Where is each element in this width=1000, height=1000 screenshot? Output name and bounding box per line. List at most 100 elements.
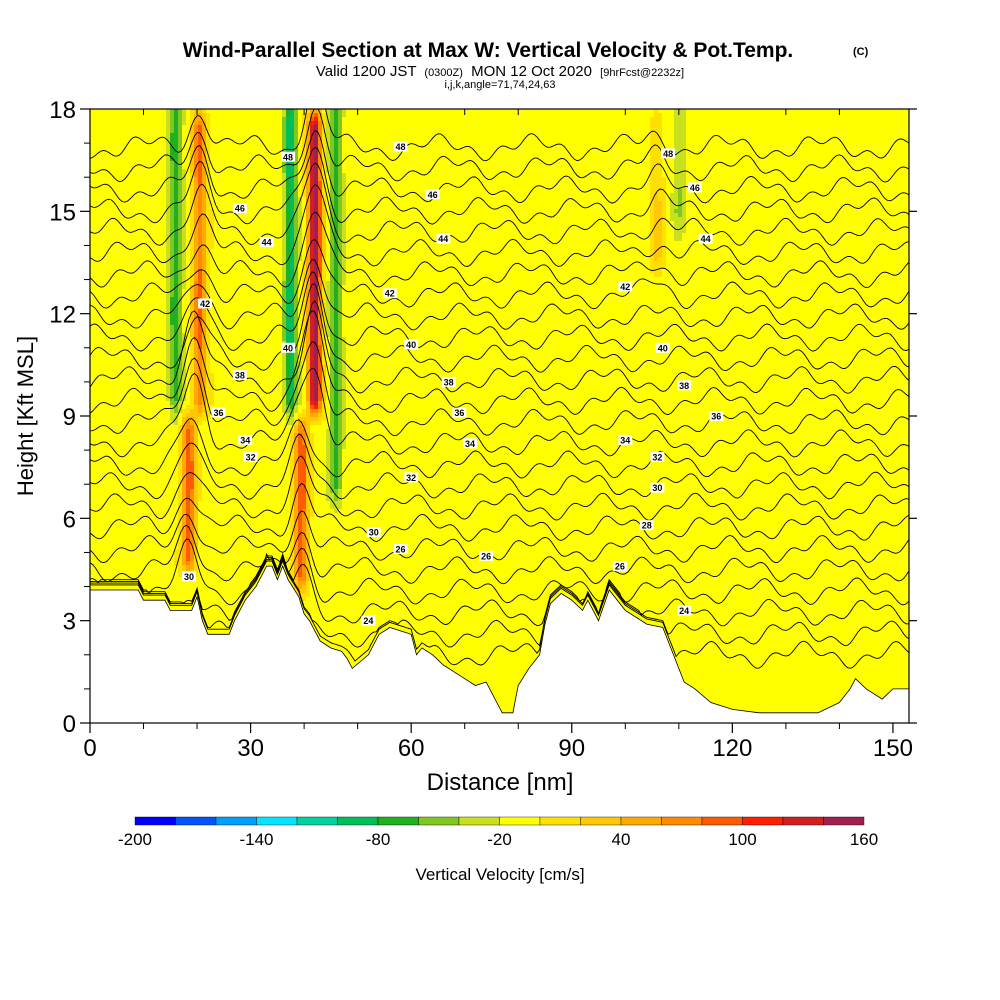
- field-cell: [130, 185, 135, 190]
- field-cell: [770, 165, 775, 170]
- field-cell: [878, 109, 883, 114]
- field-cell: [474, 165, 479, 170]
- field-cell: [722, 173, 727, 178]
- field-cell: [466, 117, 471, 122]
- field-cell: [342, 141, 347, 146]
- field-cell: [570, 161, 575, 166]
- field-cell: [478, 117, 483, 122]
- field-cell: [146, 185, 151, 190]
- field-cell: [414, 129, 419, 134]
- field-cell: [486, 149, 491, 154]
- field-cell: [158, 149, 163, 154]
- field-cell: [850, 189, 855, 194]
- field-cell: [666, 173, 671, 178]
- field-cell: [286, 129, 291, 134]
- field-cell: [518, 161, 523, 166]
- field-cell: [286, 189, 291, 194]
- field-cell: [842, 181, 847, 186]
- field-cell: [206, 169, 211, 174]
- field-cell: [510, 153, 515, 158]
- field-cell: [674, 153, 679, 158]
- field-cell: [702, 141, 707, 146]
- field-cell: [338, 125, 343, 130]
- field-cell: [750, 197, 755, 202]
- field-cell: [414, 181, 419, 186]
- field-cell: [538, 201, 543, 206]
- field-cell: [98, 133, 103, 138]
- field-cell: [114, 153, 119, 158]
- field-cell: [710, 197, 715, 202]
- field-cell: [374, 133, 379, 138]
- field-cell: [854, 129, 859, 134]
- field-cell: [766, 109, 771, 114]
- field-cell: [222, 145, 227, 150]
- field-cell: [406, 173, 411, 178]
- field-cell: [350, 149, 355, 154]
- field-cell: [318, 197, 323, 202]
- field-cell: [746, 117, 751, 122]
- field-cell: [634, 117, 639, 122]
- field-cell: [630, 125, 635, 130]
- field-cell: [458, 133, 463, 138]
- field-cell: [414, 201, 419, 206]
- field-cell: [206, 157, 211, 162]
- field-cell: [226, 121, 231, 126]
- field-cell: [198, 109, 203, 114]
- field-cell: [398, 189, 403, 194]
- field-cell: [382, 113, 387, 118]
- field-cell: [434, 109, 439, 114]
- field-cell: [902, 109, 907, 114]
- field-cell: [830, 197, 835, 202]
- field-cell: [686, 145, 691, 150]
- field-cell: [782, 189, 787, 194]
- field-cell: [758, 201, 763, 206]
- field-cell: [654, 117, 659, 122]
- field-cell: [502, 121, 507, 126]
- field-cell: [338, 149, 343, 154]
- field-cell: [486, 133, 491, 138]
- field-cell: [602, 197, 607, 202]
- field-cell: [598, 149, 603, 154]
- field-cell: [438, 153, 443, 158]
- field-cell: [242, 113, 247, 118]
- field-cell: [762, 169, 767, 174]
- field-cell: [898, 141, 903, 146]
- field-cell: [726, 109, 731, 114]
- field-cell: [106, 201, 111, 206]
- field-cell: [486, 161, 491, 166]
- field-cell: [466, 141, 471, 146]
- field-cell: [666, 177, 671, 182]
- field-cell: [870, 121, 875, 126]
- field-cell: [418, 109, 423, 114]
- field-cell: [614, 109, 619, 114]
- field-cell: [750, 169, 755, 174]
- field-cell: [250, 177, 255, 182]
- field-cell: [714, 197, 719, 202]
- field-cell: [714, 141, 719, 146]
- field-cell: [242, 117, 247, 122]
- field-cell: [814, 185, 819, 190]
- field-cell: [186, 145, 191, 150]
- field-cell: [574, 197, 579, 202]
- field-cell: [474, 157, 479, 162]
- field-cell: [818, 137, 823, 142]
- field-cell: [666, 161, 671, 166]
- field-cell: [666, 189, 671, 194]
- field-cell: [486, 109, 491, 114]
- field-cell: [530, 201, 535, 206]
- field-cell: [546, 137, 551, 142]
- field-cell: [426, 157, 431, 162]
- field-cell: [650, 141, 655, 146]
- field-cell: [262, 109, 267, 114]
- field-cell: [146, 189, 151, 194]
- field-cell: [886, 149, 891, 154]
- field-cell: [738, 113, 743, 118]
- field-cell: [266, 185, 271, 190]
- field-cell: [846, 109, 851, 114]
- field-cell: [110, 177, 115, 182]
- field-cell: [258, 149, 263, 154]
- field-cell: [162, 113, 167, 118]
- field-cell: [894, 181, 899, 186]
- field-cell: [834, 149, 839, 154]
- field-cell: [442, 181, 447, 186]
